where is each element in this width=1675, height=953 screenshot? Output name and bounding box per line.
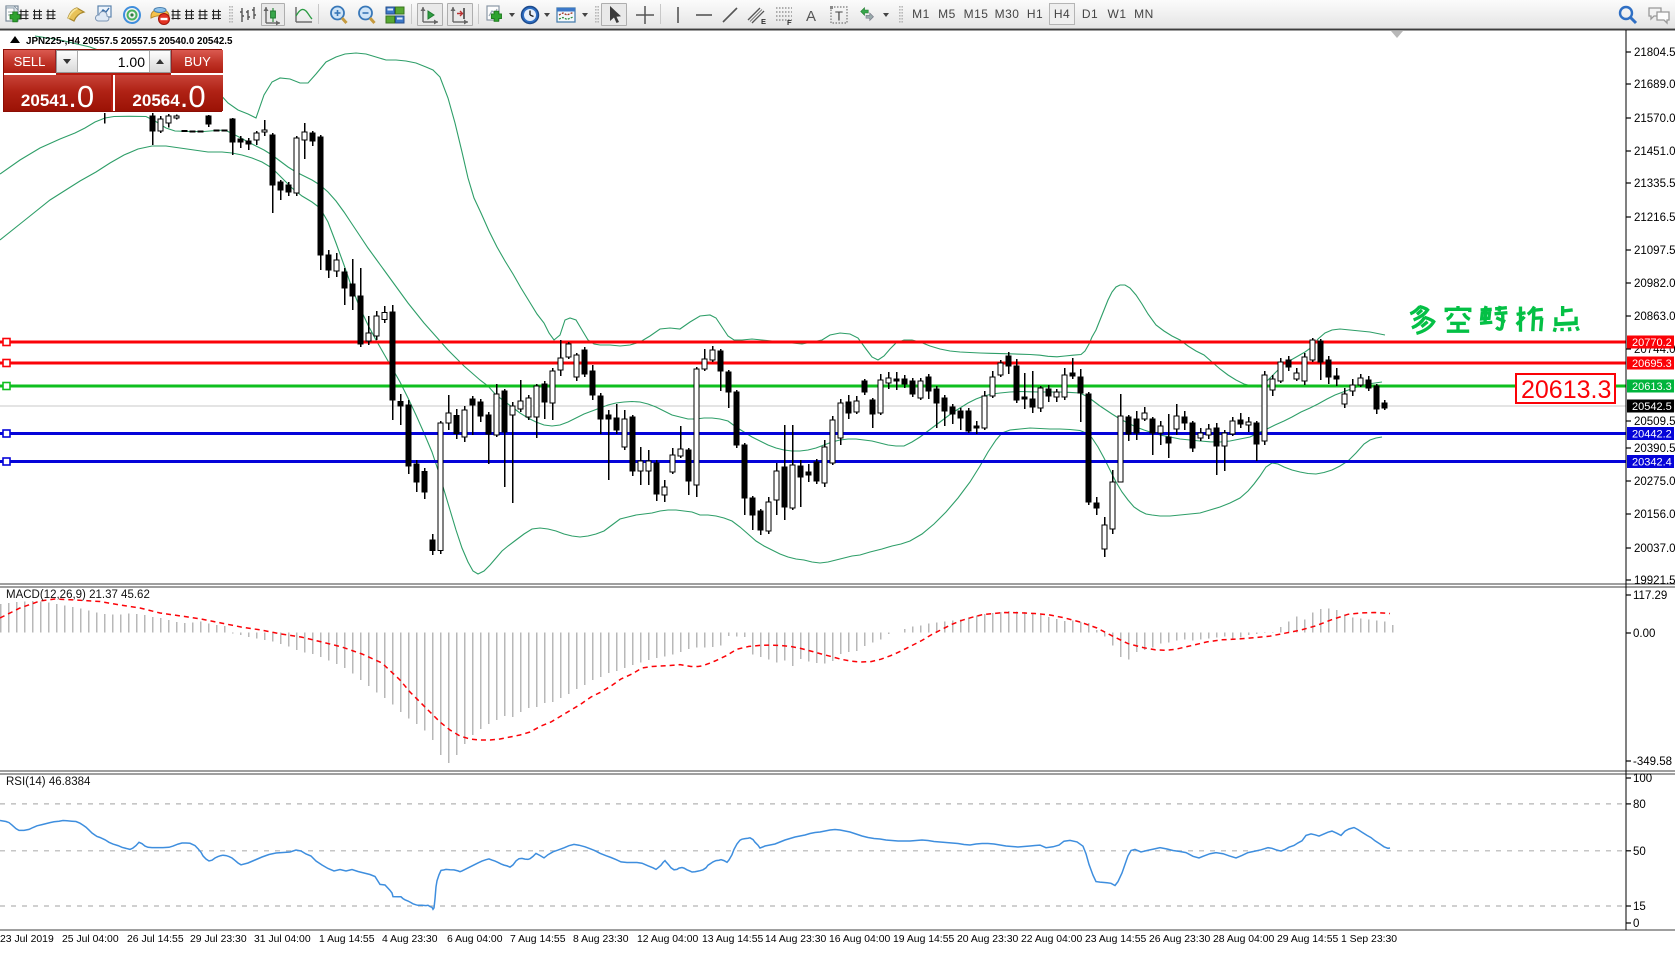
svg-text:T: T <box>835 8 843 23</box>
svg-text:20 Aug 23:30: 20 Aug 23:30 <box>957 934 1018 945</box>
svg-text:26 Jul 14:55: 26 Jul 14:55 <box>127 934 184 945</box>
svg-text:8 Aug 23:30: 8 Aug 23:30 <box>573 934 629 945</box>
svg-text:23 Jul 2019: 23 Jul 2019 <box>0 934 54 945</box>
svg-text:31 Jul 04:00: 31 Jul 04:00 <box>254 934 311 945</box>
svg-text:23 Aug 14:55: 23 Aug 14:55 <box>1085 934 1146 945</box>
svg-text:JPN225-,H4 20557.5 20557.5 20: JPN225-,H4 20557.5 20557.5 20540.0 20542… <box>26 36 233 47</box>
svg-text:20863.0: 20863.0 <box>1634 311 1675 323</box>
svg-text:-349.58: -349.58 <box>1633 756 1672 768</box>
svg-text:6 Aug 04:00: 6 Aug 04:00 <box>447 934 503 945</box>
svg-text:21804.5: 21804.5 <box>1634 47 1675 59</box>
svg-text:1 Aug 14:55: 1 Aug 14:55 <box>319 934 375 945</box>
svg-text:RSI(14) 46.8384: RSI(14) 46.8384 <box>6 776 91 788</box>
svg-text:100: 100 <box>1633 773 1652 785</box>
svg-text:20275.0: 20275.0 <box>1634 476 1675 488</box>
svg-text:0.00: 0.00 <box>1633 628 1655 640</box>
svg-text:26 Aug 23:30: 26 Aug 23:30 <box>1149 934 1210 945</box>
svg-text:15: 15 <box>1633 901 1646 913</box>
svg-text:19921.5: 19921.5 <box>1634 575 1675 587</box>
svg-text:14 Aug 23:30: 14 Aug 23:30 <box>765 934 826 945</box>
svg-text:21216.5: 21216.5 <box>1634 212 1675 224</box>
svg-text:50: 50 <box>1633 846 1646 858</box>
svg-text:21335.5: 21335.5 <box>1634 178 1675 190</box>
svg-text:E: E <box>761 17 766 26</box>
svg-text:20542.5: 20542.5 <box>1632 401 1672 413</box>
svg-text:21570.0: 21570.0 <box>1634 113 1675 125</box>
svg-text:29 Aug 14:55: 29 Aug 14:55 <box>1277 934 1338 945</box>
svg-text:20982.0: 20982.0 <box>1634 278 1675 290</box>
svg-text:A: A <box>806 8 816 25</box>
svg-text:20442.2: 20442.2 <box>1632 429 1672 441</box>
svg-text:12 Aug 04:00: 12 Aug 04:00 <box>637 934 698 945</box>
svg-text:117.29: 117.29 <box>1633 590 1667 602</box>
svg-text:80: 80 <box>1633 799 1646 811</box>
svg-text:20156.0: 20156.0 <box>1634 509 1675 521</box>
svg-text:7 Aug 14:55: 7 Aug 14:55 <box>510 934 566 945</box>
svg-text:21451.0: 21451.0 <box>1634 146 1675 158</box>
svg-text:25 Jul 04:00: 25 Jul 04:00 <box>62 934 119 945</box>
svg-text:20390.5: 20390.5 <box>1634 443 1675 455</box>
svg-text:16 Aug 04:00: 16 Aug 04:00 <box>829 934 890 945</box>
svg-text:29 Jul 23:30: 29 Jul 23:30 <box>190 934 247 945</box>
svg-text:MACD(12,26,9) 21.37 45.62: MACD(12,26,9) 21.37 45.62 <box>6 589 150 601</box>
svg-text:20342.4: 20342.4 <box>1632 457 1672 469</box>
svg-text:20695.3: 20695.3 <box>1632 358 1672 370</box>
svg-text:13 Aug 14:55: 13 Aug 14:55 <box>702 934 763 945</box>
svg-text:21097.5: 21097.5 <box>1634 245 1675 257</box>
svg-text:20770.2: 20770.2 <box>1632 337 1672 349</box>
svg-text:20037.0: 20037.0 <box>1634 543 1675 555</box>
svg-text:4 Aug 23:30: 4 Aug 23:30 <box>382 934 438 945</box>
svg-text:28 Aug 04:00: 28 Aug 04:00 <box>1213 934 1274 945</box>
svg-text:1 Sep 23:30: 1 Sep 23:30 <box>1341 934 1397 945</box>
svg-text:0: 0 <box>1633 918 1639 930</box>
svg-text:20613.3: 20613.3 <box>1632 381 1672 393</box>
svg-text:19 Aug 14:55: 19 Aug 14:55 <box>893 934 954 945</box>
svg-text:22 Aug 04:00: 22 Aug 04:00 <box>1021 934 1082 945</box>
svg-text:21689.0: 21689.0 <box>1634 79 1675 91</box>
svg-text:F: F <box>787 18 792 26</box>
svg-text:20509.5: 20509.5 <box>1634 416 1675 428</box>
svg-text:20613.3: 20613.3 <box>1521 376 1611 404</box>
